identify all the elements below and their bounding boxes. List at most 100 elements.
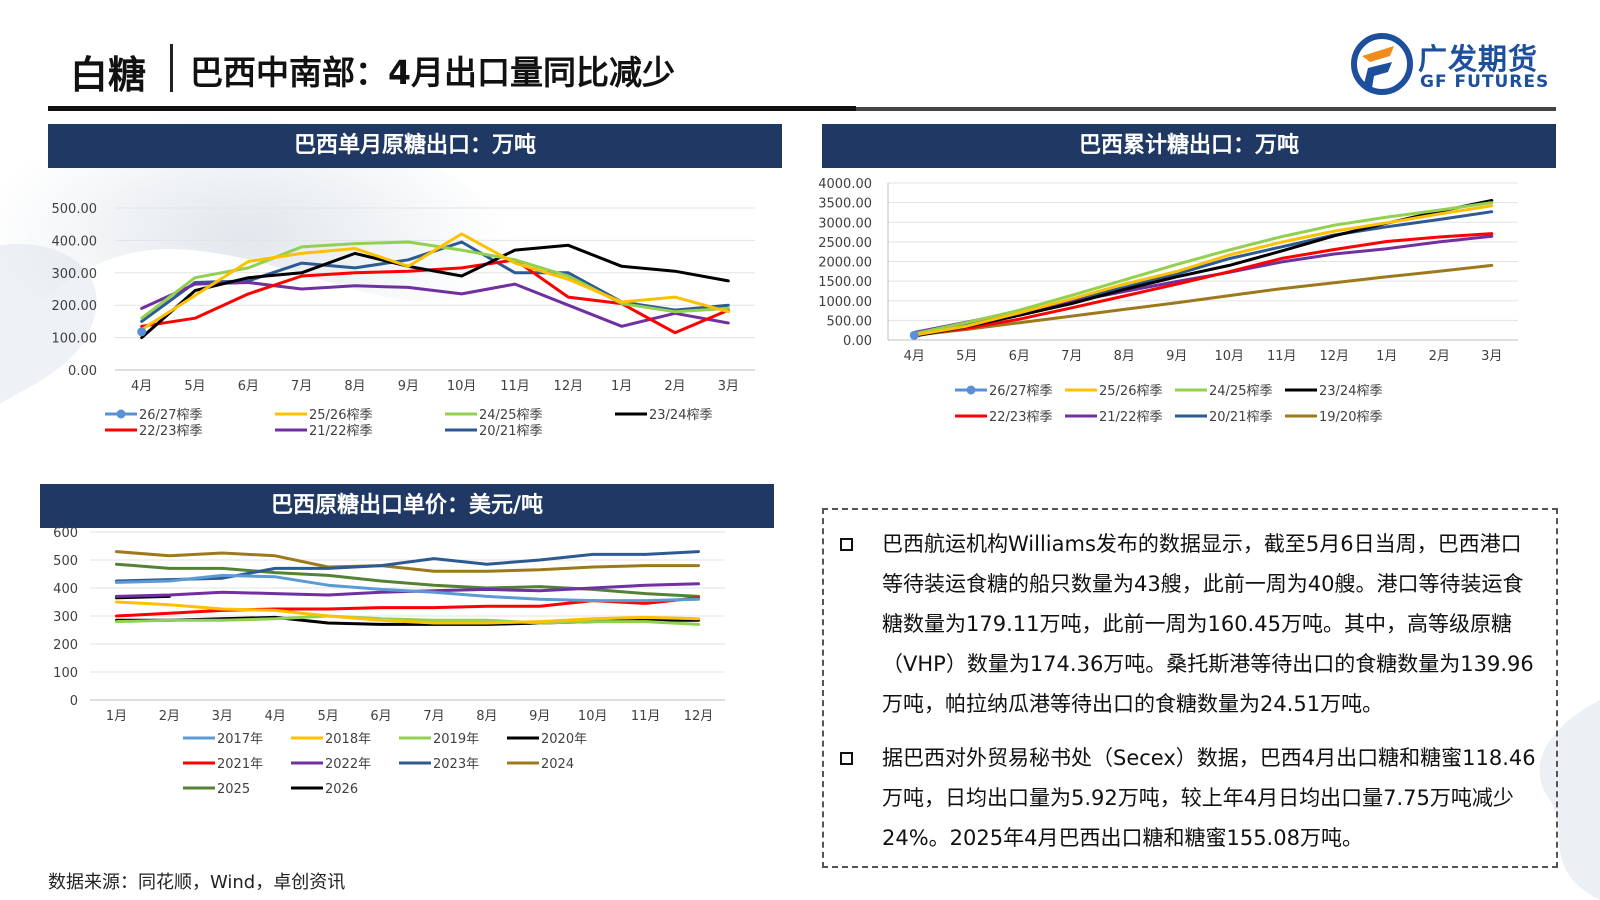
y-tick-label: 0 xyxy=(70,694,78,709)
page-title: 白糖 xyxy=(70,53,147,97)
square-bullet-icon xyxy=(840,752,853,765)
x-tick-label: 3月 xyxy=(718,379,739,394)
y-tick-label: 1000.00 xyxy=(818,295,872,310)
x-tick-label: 12月 xyxy=(554,379,584,394)
legend-label: 22/23榨季 xyxy=(989,409,1052,425)
legend-label: 22/23榨季 xyxy=(139,423,202,439)
legend-label: 2018年 xyxy=(325,732,371,747)
x-tick-label: 7月 xyxy=(1061,349,1082,364)
legend-label: 2025 xyxy=(217,782,250,797)
x-tick-label: 4月 xyxy=(904,349,925,364)
x-tick-label: 5月 xyxy=(956,349,977,364)
legend-label: 26/27榨季 xyxy=(989,383,1052,399)
x-tick-label: 3月 xyxy=(212,709,233,724)
x-tick-label: 4月 xyxy=(265,709,286,724)
logo-text-en: GF FUTURES xyxy=(1420,72,1550,92)
series-line-2024 xyxy=(115,550,700,573)
x-tick-label: 2月 xyxy=(1429,349,1450,364)
legend-marker xyxy=(966,385,976,395)
gf-logo-icon xyxy=(1351,33,1413,95)
x-tick-label: 5月 xyxy=(317,709,338,724)
commentary-bullet-1: 巴西航运机构Williams发布的数据显示，截至5月6日当周，巴西港口等待装运食… xyxy=(834,524,1540,724)
x-tick-label: 6月 xyxy=(238,379,259,394)
series-line-21/22榨季 xyxy=(140,281,730,328)
legend-label: 23/24榨季 xyxy=(1319,383,1382,399)
x-tick-label: 6月 xyxy=(1009,349,1030,364)
page-header: 白糖 巴西中南部：4月出口量同比减少 广发期货 GF FUTURES xyxy=(0,0,1600,112)
x-tick-label: 4月 xyxy=(131,379,152,394)
y-tick-label: 3500.00 xyxy=(818,197,872,212)
series-line-2018年 xyxy=(115,600,700,625)
legend-label: 24/25榨季 xyxy=(1209,383,1272,399)
legend-label: 26/27榨季 xyxy=(139,407,202,423)
x-tick-label: 3月 xyxy=(1481,349,1502,364)
series-line-2017年 xyxy=(115,573,700,603)
y-tick-label: 0.00 xyxy=(843,334,872,349)
series-line-2025 xyxy=(115,562,700,598)
x-tick-label: 2月 xyxy=(664,379,685,394)
square-bullet-icon xyxy=(840,538,853,551)
page-subtitle: 巴西中南部：4月出口量同比减少 xyxy=(190,53,675,92)
y-tick-label: 200.00 xyxy=(52,299,98,314)
legend-label: 24/25榨季 xyxy=(479,407,542,423)
x-tick-label: 8月 xyxy=(1114,349,1135,364)
series-line-2019年 xyxy=(115,614,700,626)
legend-label: 25/26榨季 xyxy=(309,407,372,423)
series-line-23/24榨季 xyxy=(140,243,730,340)
series-line-24/25榨季 xyxy=(912,201,1494,336)
series-line-22/23榨季 xyxy=(912,232,1494,337)
y-tick-label: 4000.00 xyxy=(818,177,872,192)
series-line-25/26榨季 xyxy=(140,232,730,331)
series-line-24/25榨季 xyxy=(140,240,730,320)
legend-label: 21/22榨季 xyxy=(1099,409,1162,425)
x-tick-label: 11月 xyxy=(500,379,530,394)
x-tick-label: 9月 xyxy=(1166,349,1187,364)
legend-label: 20/21榨季 xyxy=(479,423,542,439)
commentary-text-2: 据巴西对外贸易秘书处（Secex）数据，巴西4月出口糖和糖蜜118.46万吨，日… xyxy=(882,746,1536,850)
x-tick-label: 9月 xyxy=(529,709,550,724)
legend-label: 20/21榨季 xyxy=(1209,409,1272,425)
y-tick-label: 2000.00 xyxy=(818,256,872,271)
y-tick-label: 3000.00 xyxy=(818,216,872,231)
legend-label: 25/26榨季 xyxy=(1099,383,1162,399)
x-tick-label: 1月 xyxy=(1376,349,1397,364)
legend-label: 2019年 xyxy=(433,732,479,747)
x-tick-label: 6月 xyxy=(370,709,391,724)
x-tick-label: 7月 xyxy=(291,379,312,394)
y-tick-label: 300 xyxy=(53,610,78,625)
data-source: 数据来源：同花顺，Wind，卓创资讯 xyxy=(48,872,346,893)
export-price-chart: 0 100 200 300 400 500 600 1月 2月 3月 4月 5月 6月 7月 8月 9月 10月… xyxy=(53,526,725,797)
x-tick-label: 9月 xyxy=(398,379,419,394)
x-tick-label: 10月 xyxy=(447,379,477,394)
x-tick-label: 8月 xyxy=(476,709,497,724)
y-tick-label: 200 xyxy=(53,638,78,653)
legend-marker xyxy=(116,409,126,419)
y-tick-label: 1500.00 xyxy=(818,275,872,290)
y-tick-label: 600 xyxy=(53,526,78,541)
legend-label: 2017年 xyxy=(217,732,263,747)
x-tick-label: 7月 xyxy=(423,709,444,724)
cumulative-chart-header: 巴西累计糖出口：万吨 xyxy=(822,124,1556,168)
x-tick-label: 2月 xyxy=(159,709,180,724)
legend-label: 23/24榨季 xyxy=(649,407,712,423)
header-rule-grey xyxy=(856,107,1556,111)
x-tick-label: 10月 xyxy=(578,709,608,724)
commentary-bullet-2: 据巴西对外贸易秘书处（Secex）数据，巴西4月出口糖和糖蜜118.46万吨，日… xyxy=(834,738,1540,858)
legend-label: 19/20榨季 xyxy=(1319,409,1382,425)
x-tick-label: 1月 xyxy=(611,379,632,394)
header-rule-dark xyxy=(48,106,856,111)
y-tick-label: 500.00 xyxy=(827,314,873,329)
monthly-chart-header: 巴西单月原糖出口：万吨 xyxy=(48,124,782,168)
x-tick-label: 11月 xyxy=(1267,349,1297,364)
monthly-export-chart: 0.00 100.00 200.00 300.00 400.00 500.00 4月 5月 6月… xyxy=(52,202,755,439)
commentary-text-1: 巴西航运机构Williams发布的数据显示，截至5月6日当周，巴西港口等待装运食… xyxy=(882,532,1534,716)
legend-label: 2023年 xyxy=(433,757,479,772)
y-tick-label: 100 xyxy=(53,666,78,681)
y-tick-label: 300.00 xyxy=(52,267,98,282)
x-tick-label: 8月 xyxy=(344,379,365,394)
logo-text-cn: 广发期货 xyxy=(1418,42,1539,76)
x-tick-label: 11月 xyxy=(631,709,661,724)
y-tick-label: 0.00 xyxy=(68,364,97,379)
series-line-2023年 xyxy=(115,550,700,583)
series-line-22/23榨季 xyxy=(140,258,730,335)
